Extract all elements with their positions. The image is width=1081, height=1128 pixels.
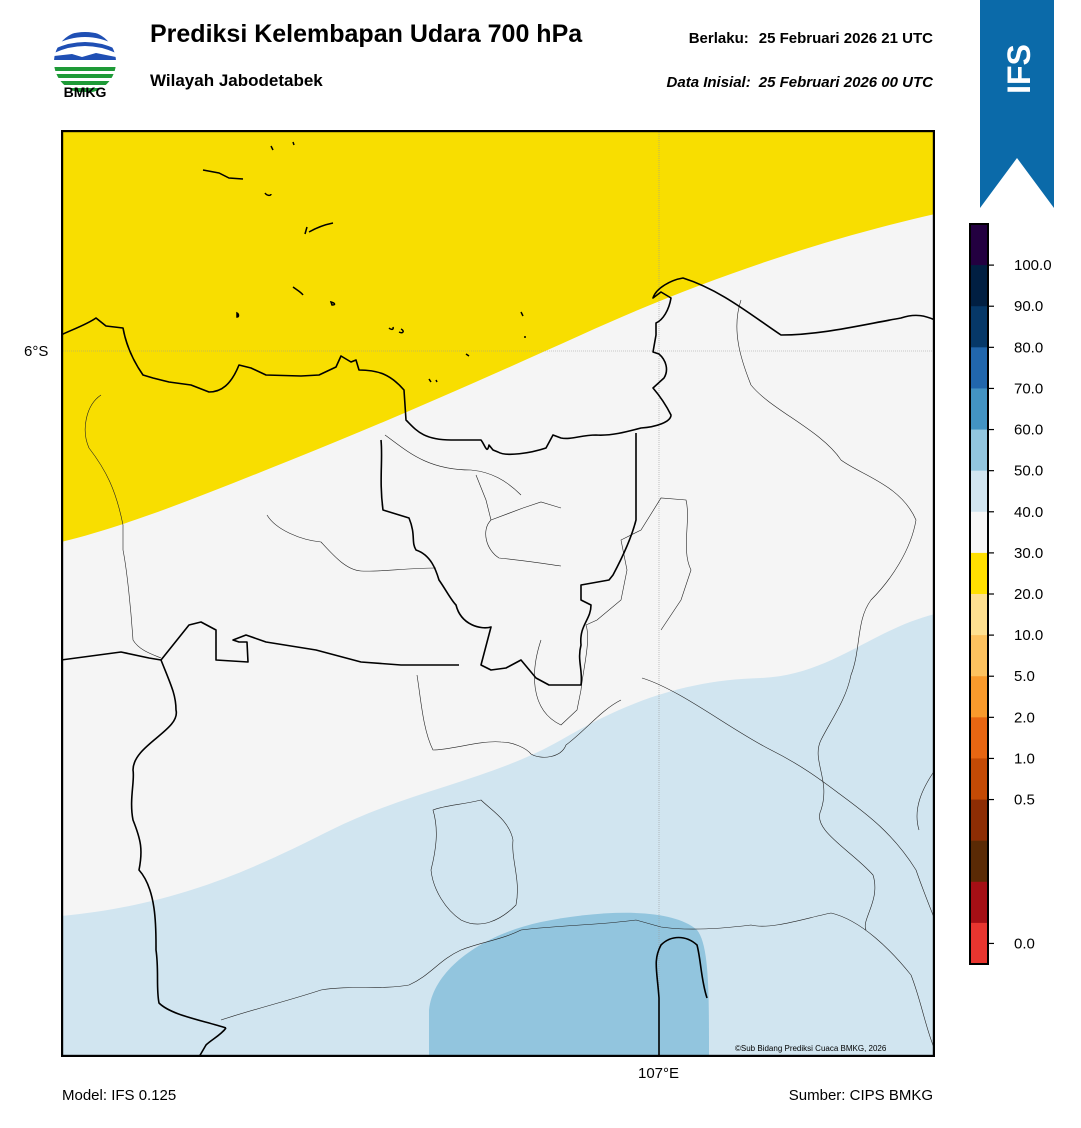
colorbar-swatch bbox=[970, 306, 988, 348]
page-title: Prediksi Kelembapan Udara 700 hPa bbox=[150, 20, 583, 48]
colorbar-swatch bbox=[970, 470, 988, 513]
source-info: Sumber: CIPS BMKG bbox=[788, 1087, 933, 1104]
colorbar-tick-label: 2.0 bbox=[1014, 709, 1035, 726]
bmkg-logo bbox=[54, 31, 116, 92]
latitude-label: 6°S bbox=[24, 343, 49, 360]
colorbar-swatch bbox=[970, 347, 988, 389]
colorbar-tick-label: 30.0 bbox=[1014, 545, 1043, 562]
model-ribbon: IFS bbox=[980, 0, 1054, 208]
region-subtitle: Wilayah Jabodetabek bbox=[150, 71, 323, 90]
colorbar-swatch bbox=[970, 594, 988, 636]
init-label: Data Inisial: bbox=[666, 74, 751, 91]
init-time: 25 Februari 2026 00 UTC bbox=[758, 74, 933, 91]
colorbar-frame bbox=[969, 223, 989, 965]
colorbar-tick-label: 90.0 bbox=[1014, 298, 1043, 315]
colorbar: 100.0 90.0 80.0 70.0 60.0 50.0 40.0 30.0 20.0 10.… bbox=[969, 223, 1052, 965]
humidity-band-50-60 bbox=[61, 614, 935, 1057]
colorbar-swatches bbox=[970, 224, 988, 965]
regency-boundaries bbox=[85, 299, 935, 1051]
init-time-info: Data Inisial: 25 Februari 2026 00 UTC bbox=[667, 74, 933, 91]
colorbar-swatch bbox=[970, 881, 988, 924]
colorbar-swatch bbox=[970, 552, 988, 595]
colorbar-tick-label: 60.0 bbox=[1014, 422, 1043, 439]
colorbar-tick-label: 40.0 bbox=[1014, 504, 1043, 521]
colorbar-swatch bbox=[970, 799, 988, 842]
colorbar-swatch bbox=[970, 717, 988, 759]
colorbar-tick-label: 100.0 bbox=[1014, 257, 1052, 274]
colorbar-tick-label: 70.0 bbox=[1014, 380, 1043, 397]
colorbar-tick-label: 0.5 bbox=[1014, 792, 1035, 809]
humidity-band-30-40 bbox=[61, 130, 935, 542]
colorbar-tick-label: 1.0 bbox=[1014, 750, 1035, 767]
valid-time: 25 Februari 2026 21 UTC bbox=[758, 30, 933, 47]
colorbar-tick-label: 50.0 bbox=[1014, 463, 1043, 480]
province-boundaries bbox=[61, 277, 935, 1057]
colorbar-swatch bbox=[970, 265, 988, 307]
colorbar-swatch bbox=[970, 388, 988, 431]
colorbar-tick-label: 20.0 bbox=[1014, 586, 1043, 603]
colorbar-ticks: 100.0 90.0 80.0 70.0 60.0 50.0 40.0 30.0 20.0 10.… bbox=[988, 257, 1052, 952]
valid-time-info: Berlaku: 25 Februari 2026 21 UTC bbox=[689, 30, 933, 47]
longitude-label: 107°E bbox=[638, 1065, 680, 1082]
bmkg-logo-text: BMKG bbox=[63, 84, 107, 100]
colorbar-swatch bbox=[970, 429, 988, 472]
colorbar-swatch bbox=[970, 922, 988, 965]
model-info: Model: IFS 0.125 bbox=[62, 1087, 177, 1104]
valid-label: Berlaku: bbox=[688, 30, 749, 47]
humidity-map bbox=[61, 130, 935, 1057]
islands bbox=[202, 141, 526, 383]
colorbar-swatch bbox=[970, 224, 988, 266]
colorbar-tick-label: 5.0 bbox=[1014, 668, 1035, 685]
colorbar-swatch bbox=[970, 635, 988, 677]
colorbar-swatch bbox=[970, 676, 988, 718]
colorbar-swatch bbox=[970, 511, 988, 554]
copyright-credit: ©Sub Bidang Prediksi Cuaca BMKG, 2026 bbox=[735, 1044, 887, 1053]
colorbar-swatch bbox=[970, 758, 988, 801]
colorbar-tick-label: 10.0 bbox=[1014, 627, 1043, 644]
map-frame bbox=[61, 130, 935, 1057]
colorbar-swatch bbox=[970, 840, 988, 883]
ribbon-label: IFS bbox=[1001, 44, 1037, 94]
colorbar-tick-label: 80.0 bbox=[1014, 339, 1043, 356]
humidity-band-60-70 bbox=[429, 912, 709, 1057]
colorbar-tick-label: 0.0 bbox=[1014, 935, 1035, 952]
